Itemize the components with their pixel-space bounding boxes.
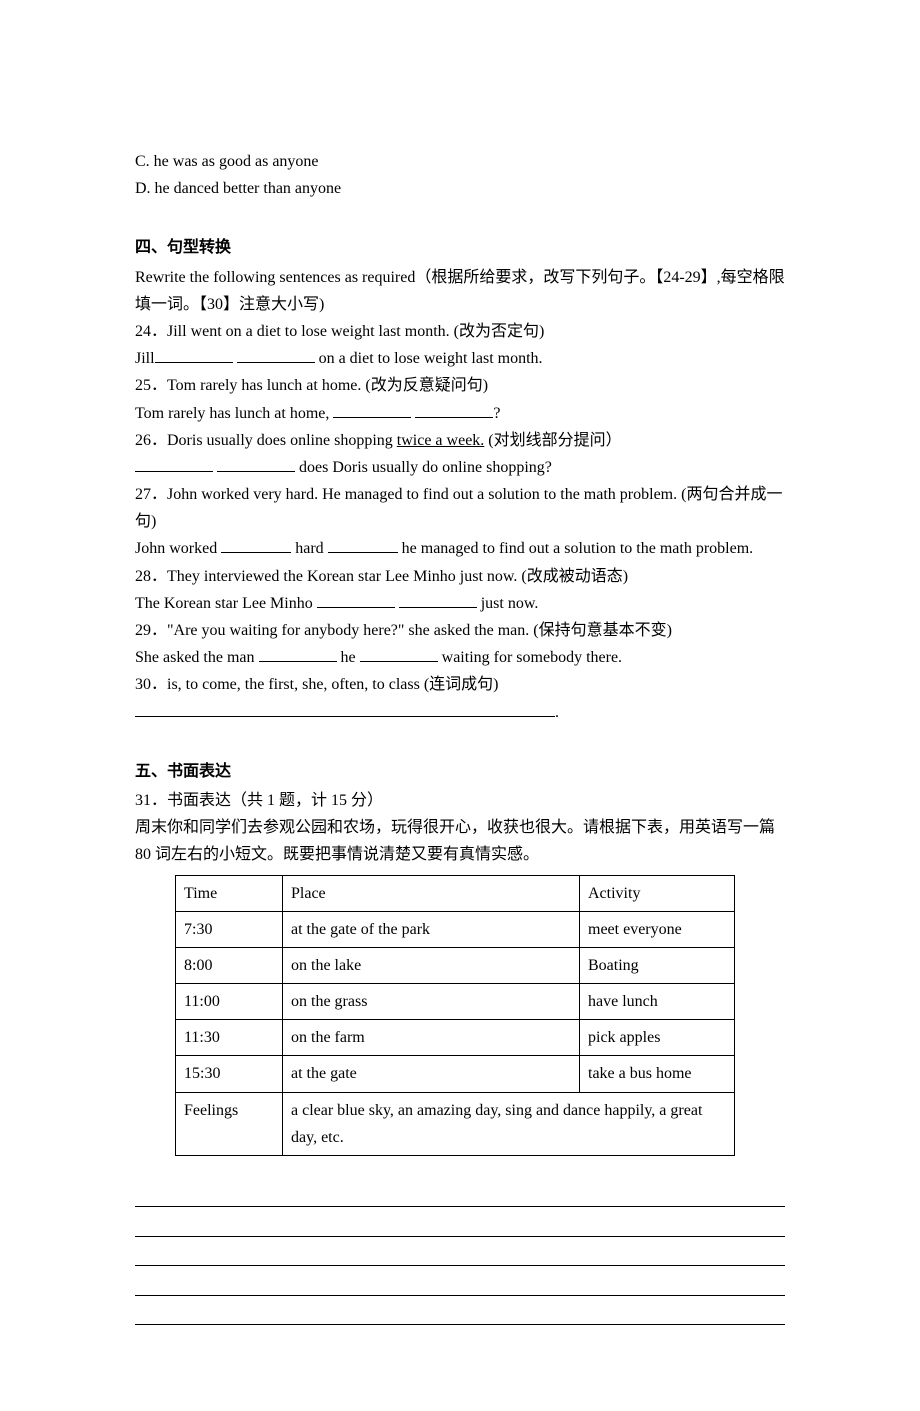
- q29-post: waiting for somebody there.: [438, 649, 622, 666]
- cell-time: 11:00: [176, 984, 283, 1020]
- writing-line[interactable]: [135, 1302, 785, 1325]
- q27-pre: John worked: [135, 540, 221, 557]
- q26-post: does Doris usually do online shopping?: [295, 459, 552, 476]
- q27-prompt: 27．John worked very hard. He managed to …: [135, 481, 785, 535]
- writing-answer-lines[interactable]: [135, 1184, 785, 1325]
- blank-input[interactable]: [333, 401, 411, 418]
- q26-answer-line: does Doris usually do online shopping?: [135, 454, 785, 481]
- q26-underlined: twice a week.: [397, 432, 485, 449]
- cell-activity: meet everyone: [580, 911, 735, 947]
- cell-activity: pick apples: [580, 1020, 735, 1056]
- exam-page: C. he was as good as anyone D. he danced…: [0, 0, 920, 1411]
- spacer: [135, 726, 785, 740]
- option-c: C. he was as good as anyone: [135, 148, 785, 175]
- cell-feelings-label: Feelings: [176, 1092, 283, 1155]
- cell-place: at the gate: [283, 1056, 580, 1092]
- cell-activity: have lunch: [580, 984, 735, 1020]
- q25-pre: Tom rarely has lunch at home,: [135, 405, 333, 422]
- table-row: 15:30 at the gate take a bus home: [176, 1056, 735, 1092]
- table-row: 8:00 on the lake Boating: [176, 947, 735, 983]
- q24-answer-line: Jill on a diet to lose weight last month…: [135, 345, 785, 372]
- cell-feelings-text: a clear blue sky, an amazing day, sing a…: [283, 1092, 735, 1155]
- q25-answer-line: Tom rarely has lunch at home, ?: [135, 400, 785, 427]
- blank-input[interactable]: [135, 700, 555, 717]
- table-row-feelings: Feelings a clear blue sky, an amazing da…: [176, 1092, 735, 1155]
- q29-mid: he: [337, 649, 360, 666]
- writing-line[interactable]: [135, 1272, 785, 1295]
- spacer: [135, 202, 785, 216]
- writing-line[interactable]: [135, 1243, 785, 1266]
- blank-input[interactable]: [360, 645, 438, 662]
- q27-answer-line: John worked hard he managed to find out …: [135, 535, 785, 562]
- q30-post: .: [555, 704, 559, 721]
- blank-input[interactable]: [415, 401, 493, 418]
- cell-place: at the gate of the park: [283, 911, 580, 947]
- cell-place: on the grass: [283, 984, 580, 1020]
- blank-input[interactable]: [217, 455, 295, 472]
- cell-place: on the farm: [283, 1020, 580, 1056]
- option-d: D. he danced better than anyone: [135, 175, 785, 202]
- section-5-heading: 五、书面表达: [135, 758, 785, 785]
- q26-pre: 26．Doris usually does online shopping: [135, 432, 397, 449]
- writing-line[interactable]: [135, 1184, 785, 1207]
- th-activity: Activity: [580, 875, 735, 911]
- th-place: Place: [283, 875, 580, 911]
- q28-answer-line: The Korean star Lee Minho just now.: [135, 590, 785, 617]
- schedule-table: Time Place Activity 7:30 at the gate of …: [175, 875, 735, 1157]
- q26-post-paren: (对划线部分提问）: [484, 432, 621, 449]
- blank-input[interactable]: [399, 591, 477, 608]
- writing-line[interactable]: [135, 1213, 785, 1236]
- q27-mid: hard: [291, 540, 327, 557]
- cell-time: 7:30: [176, 911, 283, 947]
- blank-input[interactable]: [155, 346, 233, 363]
- q31-title: 31．书面表达（共 1 题，计 15 分）: [135, 787, 785, 814]
- q27-post: he managed to find out a solution to the…: [398, 540, 753, 557]
- blank-input[interactable]: [135, 455, 213, 472]
- blank-input[interactable]: [221, 536, 291, 553]
- table-row: 7:30 at the gate of the park meet everyo…: [176, 911, 735, 947]
- q31-instruction: 周末你和同学们去参观公园和农场，玩得很开心，收获也很大。请根据下表，用英语写一篇…: [135, 814, 785, 868]
- q24-post: on a diet to lose weight last month.: [315, 350, 543, 367]
- blank-input[interactable]: [317, 591, 395, 608]
- cell-time: 8:00: [176, 947, 283, 983]
- cell-activity: Boating: [580, 947, 735, 983]
- q29-prompt: 29．"Are you waiting for anybody here?" s…: [135, 617, 785, 644]
- table-header-row: Time Place Activity: [176, 875, 735, 911]
- q24-prompt: 24．Jill went on a diet to lose weight la…: [135, 318, 785, 345]
- q26-prompt: 26．Doris usually does online shopping tw…: [135, 427, 785, 454]
- cell-time: 15:30: [176, 1056, 283, 1092]
- q29-pre: She asked the man: [135, 649, 259, 666]
- table-row: 11:30 on the farm pick apples: [176, 1020, 735, 1056]
- section-4-instruction: Rewrite the following sentences as requi…: [135, 264, 785, 318]
- blank-input[interactable]: [259, 645, 337, 662]
- table-row: 11:00 on the grass have lunch: [176, 984, 735, 1020]
- cell-time: 11:30: [176, 1020, 283, 1056]
- cell-activity: take a bus home: [580, 1056, 735, 1092]
- q30-answer-line: .: [135, 699, 785, 726]
- q28-post: just now.: [477, 595, 539, 612]
- q30-prompt: 30．is, to come, the first, she, often, t…: [135, 671, 785, 698]
- q25-prompt: 25．Tom rarely has lunch at home. (改为反意疑问…: [135, 372, 785, 399]
- q29-answer-line: She asked the man he waiting for somebod…: [135, 644, 785, 671]
- cell-place: on the lake: [283, 947, 580, 983]
- q24-pre: Jill: [135, 350, 155, 367]
- q28-pre: The Korean star Lee Minho: [135, 595, 317, 612]
- section-4-heading: 四、句型转换: [135, 234, 785, 261]
- blank-input[interactable]: [328, 536, 398, 553]
- q28-prompt: 28．They interviewed the Korean star Lee …: [135, 563, 785, 590]
- q25-post: ?: [493, 405, 500, 422]
- th-time: Time: [176, 875, 283, 911]
- blank-input[interactable]: [237, 346, 315, 363]
